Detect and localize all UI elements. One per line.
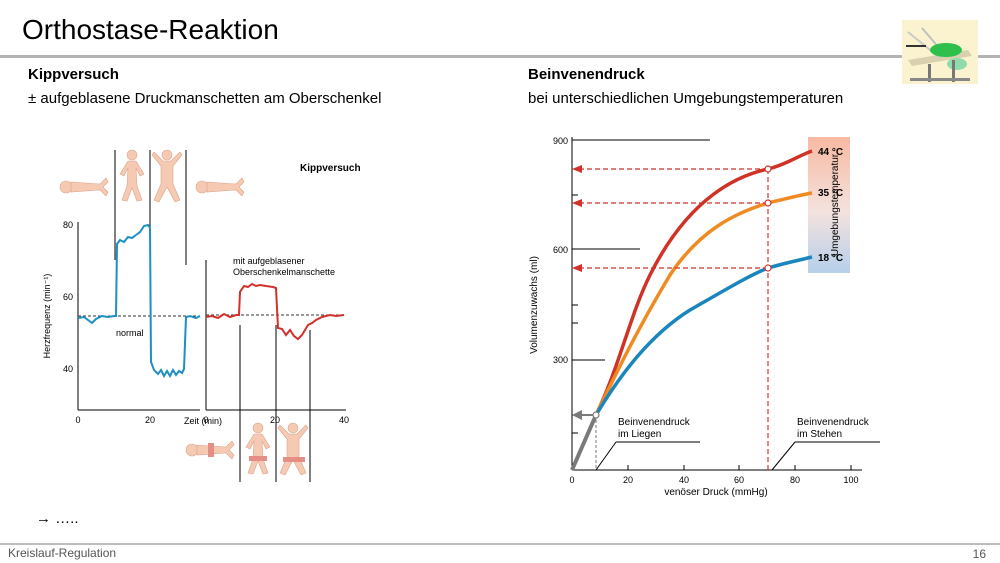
hr-axis-label: Herzfrequenz (min⁻¹) [42, 274, 52, 359]
normal-label: normal [116, 328, 144, 338]
temperature-axis-label: Umgebungstemperatur [830, 153, 841, 256]
xtick-40: 40 [679, 475, 689, 485]
curve-44c [594, 149, 813, 416]
lying-person-cuff-icon [185, 440, 235, 460]
note-standing-line1: Beinvenendruck [797, 417, 870, 428]
ytick-600: 600 [553, 245, 568, 255]
x-axis-label: venöser Druck (mmHg) [664, 487, 767, 498]
cuff-label-line2: Oberschenkelmanschette [233, 267, 335, 277]
heart-rate-normal-line [77, 223, 201, 379]
title-divider [0, 55, 1000, 58]
curve-35c [594, 191, 813, 416]
note-lying-line1: Beinvenendruck [618, 417, 691, 428]
temp-35: 35 °C [818, 188, 843, 199]
ytick-80: 80 [63, 220, 73, 230]
temp-44: 44 °C [818, 147, 843, 158]
xtick-left-20: 20 [145, 415, 155, 425]
footer-divider [0, 543, 1000, 545]
xtick-right-40: 40 [339, 415, 349, 425]
kippversuch-heading: Kippversuch [28, 66, 119, 83]
xtick-right-0: 0 [203, 415, 208, 425]
note-lying-line2: im Liegen [618, 429, 661, 440]
temperature-band [808, 137, 850, 273]
xtick-right-20: 20 [270, 415, 280, 425]
ytick-40: 40 [63, 364, 73, 374]
xtick-0: 0 [569, 475, 574, 485]
note-standing-line2: im Stehen [797, 429, 842, 440]
figure-label-kippversuch: Kippversuch [300, 163, 361, 174]
xtick-60: 60 [734, 475, 744, 485]
upright-person-icon [151, 149, 183, 203]
standing-person-cuff-icon [245, 422, 271, 475]
kippversuch-subheading: ± aufgeblasene Druckmanschetten am Obers… [28, 90, 382, 107]
xtick-20: 20 [623, 475, 633, 485]
beinvenendruck-subheading: bei unterschiedlichen Umgebungstemperatu… [528, 90, 844, 107]
tilt-table-logo [902, 20, 978, 84]
xtick-100: 100 [843, 475, 858, 485]
ytick-900: 900 [553, 136, 568, 146]
ytick-300: 300 [553, 355, 568, 365]
lying-person-icon [59, 177, 109, 197]
beinvenendruck-heading: Beinvenendruck [528, 66, 645, 83]
page-number: 16 [972, 547, 986, 561]
standing-person-icon [119, 149, 145, 202]
y-axis-label: Volumenzuwachs (ml) [529, 256, 540, 354]
time-axis-label: Zeit (min) [184, 416, 222, 426]
venous-pressure-figure: Umgebungstemperatur 44 °C 35 °C 18 °C 90… [529, 136, 880, 498]
baseline-segment [570, 414, 598, 471]
lying-person-icon-2 [195, 177, 245, 197]
temp-18: 18 °C [818, 253, 843, 264]
xtick-left-0: 0 [75, 415, 80, 425]
slide-title: Orthostase-Reaktion [22, 14, 279, 45]
next-point: → ….. [36, 510, 79, 527]
xtick-80: 80 [790, 475, 800, 485]
heart-rate-cuff-line [205, 282, 345, 341]
ytick-60: 60 [63, 292, 73, 302]
upright-person-cuff-icon [277, 422, 309, 476]
footer-title: Kreislauf-Regulation [8, 546, 117, 560]
curve-18c [594, 255, 813, 416]
cuff-label-line1: mit aufgeblasener [233, 256, 305, 266]
kippversuch-figure: Kippversuch 80 60 40 0 20 Herzfrequenz (… [42, 149, 361, 482]
